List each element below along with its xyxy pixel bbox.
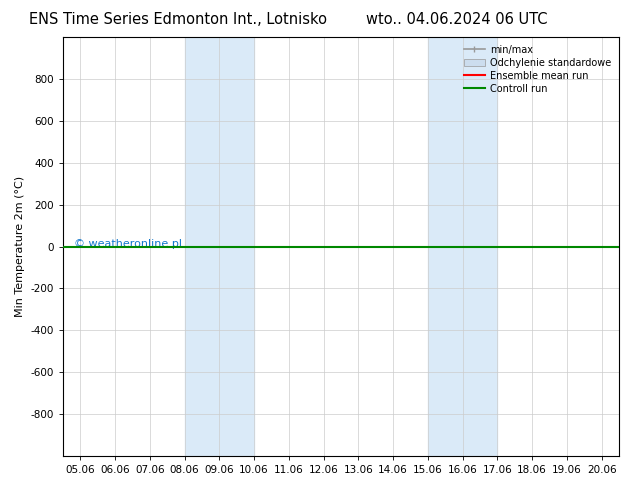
Legend: min/max, Odchylenie standardowe, Ensemble mean run, Controll run: min/max, Odchylenie standardowe, Ensembl… [461,42,614,97]
Bar [428,37,497,456]
Text: ENS Time Series Edmonton Int., Lotnisko: ENS Time Series Edmonton Int., Lotnisko [29,12,327,27]
Y-axis label: Min Temperature 2m (°C): Min Temperature 2m (°C) [15,176,25,317]
Text: wto.. 04.06.2024 06 UTC: wto.. 04.06.2024 06 UTC [366,12,547,27]
Bar [184,37,254,456]
Text: © weatheronline.pl: © weatheronline.pl [74,240,182,249]
